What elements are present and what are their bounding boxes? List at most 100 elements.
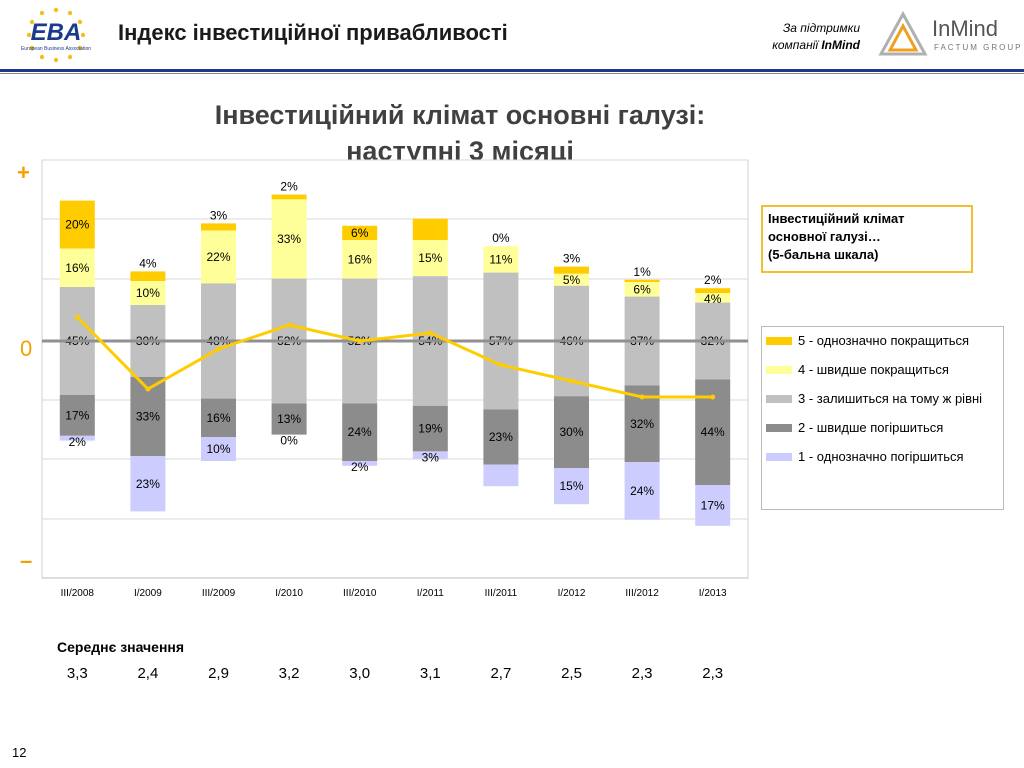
mean-point-8 xyxy=(639,394,645,400)
bar-s4-9 xyxy=(695,293,731,303)
info-box: Інвестиційний клімат основної галузі… (5… xyxy=(761,205,973,273)
legend-item-5: 5 - однозначно покращиться xyxy=(766,333,999,349)
data-label-s2-5: 19% xyxy=(418,422,442,436)
bar-s1-8 xyxy=(624,462,660,520)
support-prefix: компанії xyxy=(772,38,822,52)
bar-s5-8 xyxy=(624,279,660,283)
mean-value-7: 2,5 xyxy=(561,665,582,682)
legend-label-2: 2 - швидше погіршиться xyxy=(798,420,944,435)
bar-s4-7 xyxy=(554,273,589,286)
header-title: Індекс інвестиційної привабливості xyxy=(118,20,508,45)
data-label-s4-7: 5% xyxy=(563,273,581,287)
bar-s5-1 xyxy=(130,271,166,281)
bar-s2-3 xyxy=(271,403,307,435)
x-tick-label-9: I/2013 xyxy=(699,588,727,599)
bar-s1-0 xyxy=(59,435,95,441)
eba-logo-subtext: European Business Association xyxy=(21,46,91,52)
x-tick-label-8: III/2012 xyxy=(625,588,659,599)
header-divider xyxy=(0,69,1024,72)
bar-s1-7 xyxy=(554,468,589,505)
x-tick-label-3: I/2010 xyxy=(275,588,303,599)
bar-s4-0 xyxy=(59,248,95,287)
legend-label-3: 3 - залишиться на тому ж рівні xyxy=(798,391,983,406)
mean-value-9: 2,3 xyxy=(702,665,724,682)
eba-logo-text: EBA xyxy=(31,19,82,46)
data-label-s4-1: 10% xyxy=(136,286,160,300)
bar-s1-2 xyxy=(201,437,236,461)
x-tick-label-4: III/2010 xyxy=(343,588,377,599)
bar-s4-6 xyxy=(483,246,519,273)
legend-item-1: 1 - однозначно погіршиться xyxy=(766,449,999,465)
legend-label-5: 5 - однозначно покращиться xyxy=(798,333,970,348)
data-label-s5-4: 6% xyxy=(351,226,369,240)
bar-s2-6 xyxy=(483,409,519,465)
header: EBA European Business Association Індекс… xyxy=(0,0,1024,95)
eba-logo: EBA European Business Association xyxy=(21,7,91,63)
mean-value-3: 3,2 xyxy=(278,665,300,682)
x-tick-label-0: III/2008 xyxy=(61,588,95,599)
bar-s5-3 xyxy=(271,194,307,200)
inmind-name: InMind xyxy=(932,16,998,41)
bar-s1-6 xyxy=(483,464,519,487)
legend-swatch-5 xyxy=(766,337,792,345)
data-label-s1-4: 2% xyxy=(351,460,369,474)
data-label-s4-6: 11% xyxy=(489,252,512,266)
bar-s4-2 xyxy=(201,230,236,284)
mean-value-0: 3,3 xyxy=(66,665,88,682)
mean-value-8: 2,3 xyxy=(631,665,653,682)
mean-label: Середнє значення xyxy=(57,639,185,655)
data-label-s1-2: 10% xyxy=(206,442,230,456)
legend-label-4: 4 - швидше покращиться xyxy=(798,362,949,377)
mean-point-7 xyxy=(569,378,574,384)
x-tick-label-6: III/2011 xyxy=(485,588,518,599)
bar-s4-4 xyxy=(342,240,378,279)
mean-point-5 xyxy=(427,330,433,336)
legend-swatch-1 xyxy=(766,453,792,461)
data-label-s5-8: 1% xyxy=(633,265,651,279)
data-label-s5-2: 3% xyxy=(210,208,228,222)
legend-item-3: 3 - залишиться на тому ж рівні xyxy=(766,391,999,407)
x-tick-label-2: III/2009 xyxy=(202,588,236,599)
mean-point-4 xyxy=(357,338,363,344)
bar-s2-0 xyxy=(59,395,95,436)
mean-point-0 xyxy=(74,314,80,320)
mean-point-3 xyxy=(286,322,292,328)
inmind-sub: FACTUM GROUP xyxy=(934,43,1021,52)
bar-s5-0 xyxy=(59,200,95,249)
data-label-s1-8: 24% xyxy=(630,484,654,498)
data-label-s4-4: 16% xyxy=(348,252,372,266)
bar-s1-1 xyxy=(130,456,166,512)
bar-s4-1 xyxy=(130,281,166,305)
data-label-s5-1: 4% xyxy=(139,256,157,270)
data-label-s1-7: 15% xyxy=(559,479,583,493)
bar-s1-9 xyxy=(695,485,731,526)
legend-item-4: 4 - швидше покращиться xyxy=(766,362,999,378)
legend-swatch-3 xyxy=(766,395,792,403)
bar-s2-2 xyxy=(201,398,236,437)
bar-s2-5 xyxy=(412,405,448,452)
mean-value-5: 3,1 xyxy=(419,665,441,682)
mean-value-6: 2,7 xyxy=(490,665,512,682)
bar-s5-4 xyxy=(342,225,378,241)
support-text: За підтримки компанії InMind xyxy=(720,20,860,54)
plus-sign: + xyxy=(17,160,30,185)
data-label-s2-0: 17% xyxy=(65,408,89,422)
data-label-s5-9: 2% xyxy=(704,273,722,287)
data-label-s2-8: 32% xyxy=(630,417,654,431)
bar-s4-8 xyxy=(624,282,660,297)
page-number: 12 xyxy=(12,745,27,760)
data-label-s5-7: 3% xyxy=(563,252,581,266)
bar-s5-2 xyxy=(201,223,236,231)
data-label-s2-1: 33% xyxy=(136,410,160,424)
x-tick-label-1: I/2009 xyxy=(134,588,162,599)
bar-s1-5 xyxy=(412,451,448,459)
bar-s5-5 xyxy=(412,218,448,241)
data-label-s1-3: 0% xyxy=(280,434,298,448)
slide-title-line1: Інвестиційний клімат основні галузі: xyxy=(214,100,706,130)
data-label-s5-6: 0% xyxy=(492,231,510,245)
data-label-s2-7: 30% xyxy=(559,425,583,439)
minus-sign: – xyxy=(20,548,33,573)
bar-s1-4 xyxy=(342,461,378,466)
mean-point-2 xyxy=(216,346,221,352)
